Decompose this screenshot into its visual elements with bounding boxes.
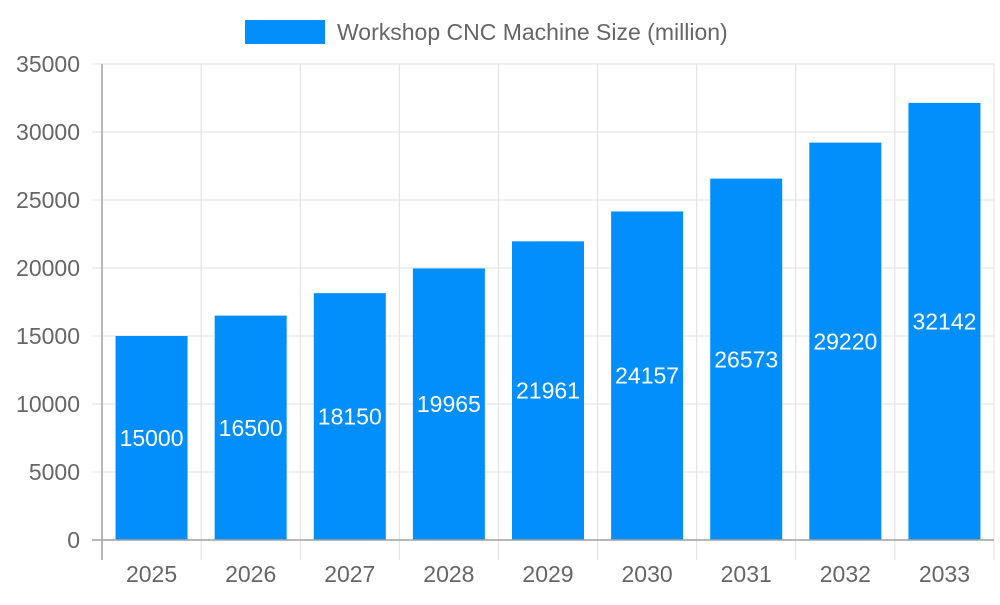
bar xyxy=(908,102,981,540)
y-tick-label: 20000 xyxy=(16,255,80,281)
x-tick-label: 2033 xyxy=(919,561,970,587)
x-tick-label: 2030 xyxy=(622,561,673,587)
data-label: 32142 xyxy=(912,308,976,334)
y-tick-label: 10000 xyxy=(16,391,80,417)
data-label: 16500 xyxy=(219,415,283,441)
legend[interactable]: Workshop CNC Machine Size (million) xyxy=(245,19,728,45)
data-label: 21961 xyxy=(516,378,580,404)
data-label: 19965 xyxy=(417,391,481,417)
x-tick-label: 2029 xyxy=(522,561,573,587)
x-tick-label: 2031 xyxy=(721,561,772,587)
x-tick-label: 2032 xyxy=(820,561,871,587)
y-tick-label: 30000 xyxy=(16,119,80,145)
x-tick-label: 2025 xyxy=(126,561,177,587)
y-tick-label: 0 xyxy=(67,527,80,553)
legend-label: Workshop CNC Machine Size (million) xyxy=(337,19,728,45)
data-label: 18150 xyxy=(318,404,382,430)
bar xyxy=(512,241,584,541)
bar xyxy=(809,142,882,540)
x-tick-label: 2026 xyxy=(225,561,276,587)
bars: 15000 16500 18150 19965 21961 24157 26573 29220… xyxy=(115,102,981,541)
data-label: 26573 xyxy=(714,346,778,372)
bar xyxy=(611,211,684,541)
axes: 0 5000 10000 15000 20000 25000 30000 35000 2025 2… xyxy=(16,51,994,587)
y-tick-label: 35000 xyxy=(16,51,80,77)
legend-swatch xyxy=(245,20,325,44)
data-label: 29220 xyxy=(813,328,877,354)
bar xyxy=(214,315,287,540)
data-label: 24157 xyxy=(615,363,679,389)
data-label: 15000 xyxy=(120,425,184,451)
y-tick-label: 15000 xyxy=(16,323,80,349)
y-tick-label: 25000 xyxy=(16,187,80,213)
bar xyxy=(412,268,485,540)
x-tick-label: 2027 xyxy=(324,561,375,587)
bar xyxy=(313,293,386,540)
bar xyxy=(710,178,783,541)
y-tick-label: 5000 xyxy=(29,459,80,485)
x-tick-label: 2028 xyxy=(423,561,474,587)
bar xyxy=(115,336,188,540)
